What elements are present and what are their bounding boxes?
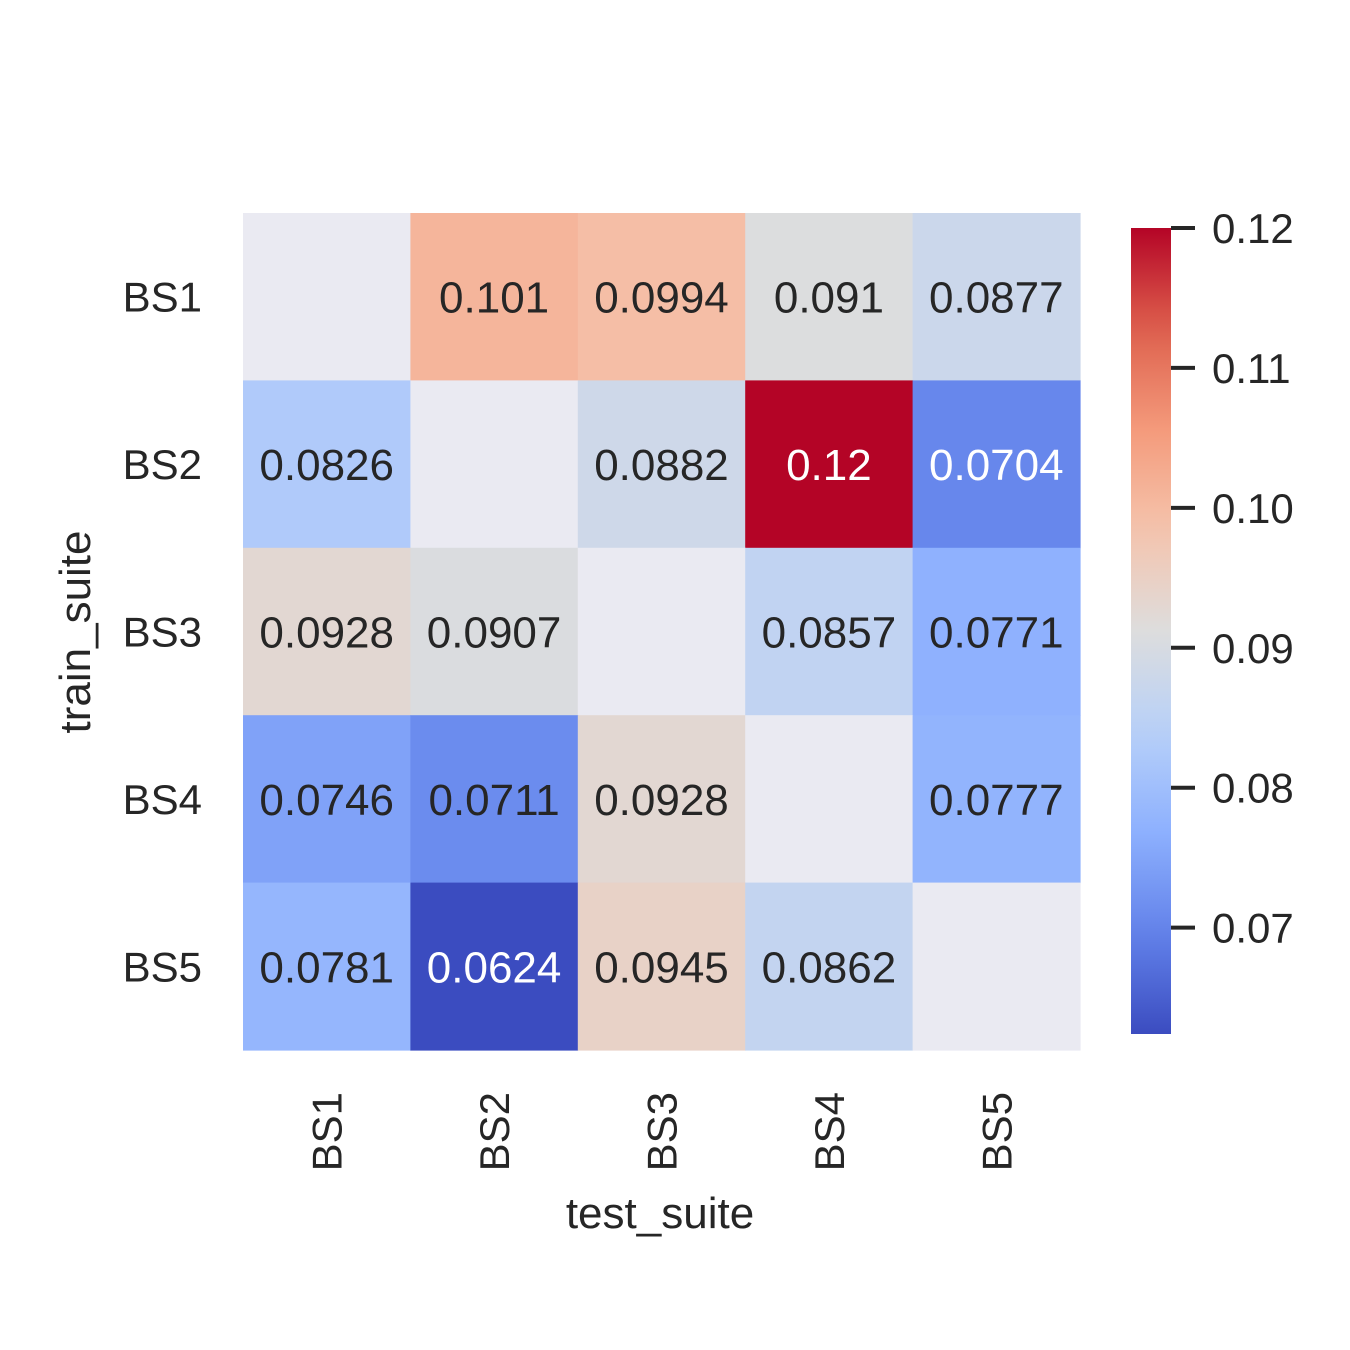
cell-value-label: 0.0862 bbox=[762, 943, 897, 992]
heatmap-cell bbox=[745, 547, 914, 716]
cell-value-label: 0.12 bbox=[786, 441, 872, 490]
heatmap-cell bbox=[912, 380, 1081, 549]
cell-value-label: 0.0928 bbox=[259, 609, 394, 658]
x-tick-label: BS4 bbox=[806, 1092, 853, 1171]
heatmap-cell bbox=[745, 213, 914, 381]
cell-value-label: 0.0711 bbox=[428, 776, 559, 825]
heatmap-cell bbox=[745, 715, 914, 884]
x-axis-label: test_suite bbox=[566, 1189, 754, 1238]
colorbar-tick-label: 0.12 bbox=[1212, 205, 1294, 252]
heatmap-cell bbox=[745, 380, 914, 549]
heatmap-cell bbox=[745, 882, 914, 1051]
heatmap-cell-labels: 0.101 0.0994 0.091 0.0877 0.0826 0.0882 0.12 0.… bbox=[259, 274, 1063, 993]
y-tick-label: BS4 bbox=[123, 776, 202, 823]
heatmap-cell bbox=[577, 715, 746, 884]
heatmap-cell bbox=[410, 547, 579, 716]
colorbar bbox=[1131, 228, 1171, 1034]
heatmap-cells bbox=[243, 213, 1081, 1051]
cell-value-label: 0.0781 bbox=[259, 943, 394, 992]
cell-value-label: 0.0857 bbox=[762, 609, 897, 658]
heatmap-cell bbox=[577, 213, 746, 381]
cell-value-label: 0.0907 bbox=[427, 609, 562, 658]
y-tick-label: BS3 bbox=[123, 609, 202, 656]
colorbar-tick-label: 0.08 bbox=[1212, 765, 1294, 812]
heatmap-cell bbox=[243, 547, 411, 716]
x-tick-label: BS1 bbox=[304, 1092, 351, 1171]
x-tick-label: BS2 bbox=[471, 1092, 518, 1171]
heatmap-cell bbox=[410, 213, 579, 381]
colorbar-tick-label: 0.11 bbox=[1212, 345, 1291, 392]
heatmap-cell bbox=[912, 547, 1081, 716]
colorbar-ticks: 0.12 0.11 0.10 0.09 0.08 0.07 bbox=[1171, 205, 1294, 952]
heatmap-cell bbox=[243, 213, 411, 381]
heatmap-cell bbox=[243, 380, 411, 549]
cell-value-label: 0.0928 bbox=[594, 776, 729, 825]
heatmap-cell bbox=[577, 380, 746, 549]
cell-value-label: 0.0777 bbox=[929, 776, 1064, 825]
colorbar-tick-label: 0.10 bbox=[1212, 485, 1294, 532]
heatmap-cell bbox=[243, 882, 411, 1051]
cell-value-label: 0.0877 bbox=[929, 274, 1064, 323]
heatmap-cell bbox=[410, 380, 579, 549]
heatmap-cell bbox=[577, 547, 746, 716]
cell-value-label: 0.0882 bbox=[594, 441, 729, 490]
cell-value-label: 0.0826 bbox=[259, 441, 394, 490]
heatmap-cell bbox=[243, 715, 411, 884]
colorbar-tick-label: 0.07 bbox=[1212, 905, 1294, 952]
cell-value-label: 0.0994 bbox=[594, 274, 729, 323]
cell-value-label: 0.0746 bbox=[259, 776, 394, 825]
cell-value-label: 0.0771 bbox=[929, 609, 1064, 658]
cell-value-label: 0.0704 bbox=[929, 441, 1064, 490]
x-tick-label: BS5 bbox=[973, 1092, 1020, 1171]
y-tick-label: BS1 bbox=[123, 274, 202, 321]
heatmap-cell bbox=[410, 882, 579, 1051]
heatmap-cell bbox=[577, 882, 746, 1051]
cell-value-label: 0.0624 bbox=[427, 943, 562, 992]
y-tick-label: BS5 bbox=[123, 943, 202, 990]
cell-value-label: 0.101 bbox=[439, 274, 549, 323]
heatmap-cell bbox=[410, 715, 579, 884]
y-axis-tick-labels: BS1 BS2 BS3 BS4 BS5 bbox=[123, 274, 202, 991]
heatmap-cell bbox=[912, 213, 1081, 381]
y-tick-label: BS2 bbox=[123, 441, 202, 488]
x-axis-tick-labels: BS1 BS2 BS3 BS4 BS5 bbox=[304, 1092, 1021, 1171]
heatmap-cell bbox=[912, 882, 1081, 1051]
x-tick-label: BS3 bbox=[639, 1092, 686, 1171]
y-axis-label: train_suite bbox=[51, 530, 100, 733]
cell-value-label: 0.091 bbox=[774, 274, 884, 323]
cell-value-label: 0.0945 bbox=[594, 943, 729, 992]
colorbar-tick-label: 0.09 bbox=[1212, 625, 1294, 672]
heatmap-cell bbox=[912, 715, 1081, 884]
